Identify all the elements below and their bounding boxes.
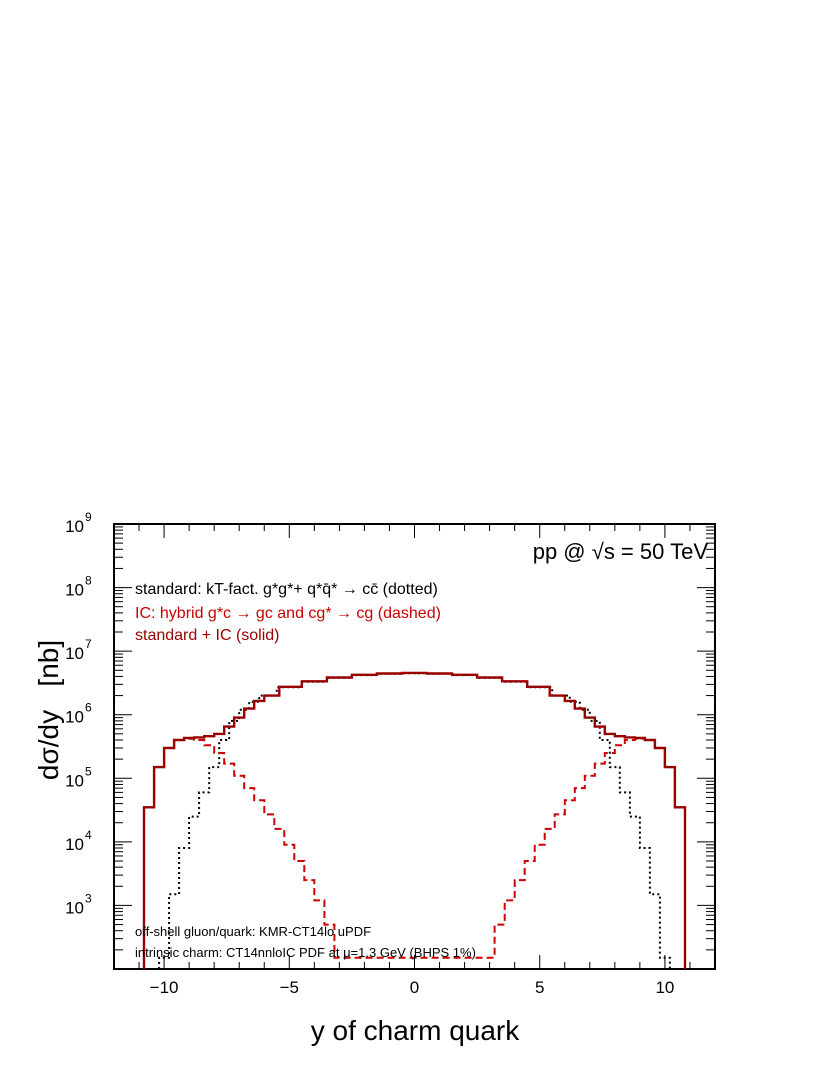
y-tick-exponent-3: 6 bbox=[85, 701, 92, 715]
y-tick-label-6: 10 bbox=[65, 517, 84, 536]
y-tick-label-4: 10 bbox=[65, 644, 84, 663]
x-tick-label-4: 10 bbox=[655, 978, 674, 997]
x-tick-label-3: 5 bbox=[535, 978, 544, 997]
x-tick-label-1: −5 bbox=[280, 978, 299, 997]
y-tick-label-0: 10 bbox=[65, 898, 84, 917]
y-tick-exponent-5: 8 bbox=[85, 574, 92, 588]
x-tick-label-0: −10 bbox=[150, 978, 179, 997]
y-tick-label-1: 10 bbox=[65, 835, 84, 854]
collision-label: pp @ √s = 50 TeV bbox=[533, 539, 709, 564]
y-tick-exponent-1: 4 bbox=[85, 828, 92, 842]
y-tick-exponent-2: 5 bbox=[85, 764, 92, 778]
series-solid-line bbox=[142, 671, 687, 969]
y-tick-label-5: 10 bbox=[65, 581, 84, 600]
legend-entry-solid: standard + IC (solid) bbox=[135, 627, 280, 644]
legend: standard: kT-fact. g*g*+ q*q̄* → cc̄ (do… bbox=[135, 581, 441, 644]
legend-entry-dashed: IC: hybrid g*c → gc and cg* → cg (dashed… bbox=[135, 605, 441, 622]
note-intrinsic-charm: intrinsic charm: CT14nnloIC PDF at μ=1.3… bbox=[135, 945, 476, 960]
y-tick-exponent-6: 9 bbox=[85, 510, 92, 524]
note-uPDF: off-shell gluon/quark: KMR-CT14lo uPDF bbox=[135, 924, 371, 939]
legend-entry-dotted: standard: kT-fact. g*g*+ q*q̄* → cc̄ (do… bbox=[135, 581, 438, 598]
y-tick-label-2: 10 bbox=[65, 771, 84, 790]
x-axis-title: y of charm quark bbox=[311, 1015, 521, 1046]
y-tick-label-3: 10 bbox=[65, 708, 84, 727]
x-tick-label-2: 0 bbox=[410, 978, 419, 997]
y-tick-exponent-0: 3 bbox=[85, 891, 92, 905]
y-axis-title: dσ/dy [nb] bbox=[33, 640, 64, 780]
y-tick-exponent-4: 7 bbox=[85, 637, 92, 651]
